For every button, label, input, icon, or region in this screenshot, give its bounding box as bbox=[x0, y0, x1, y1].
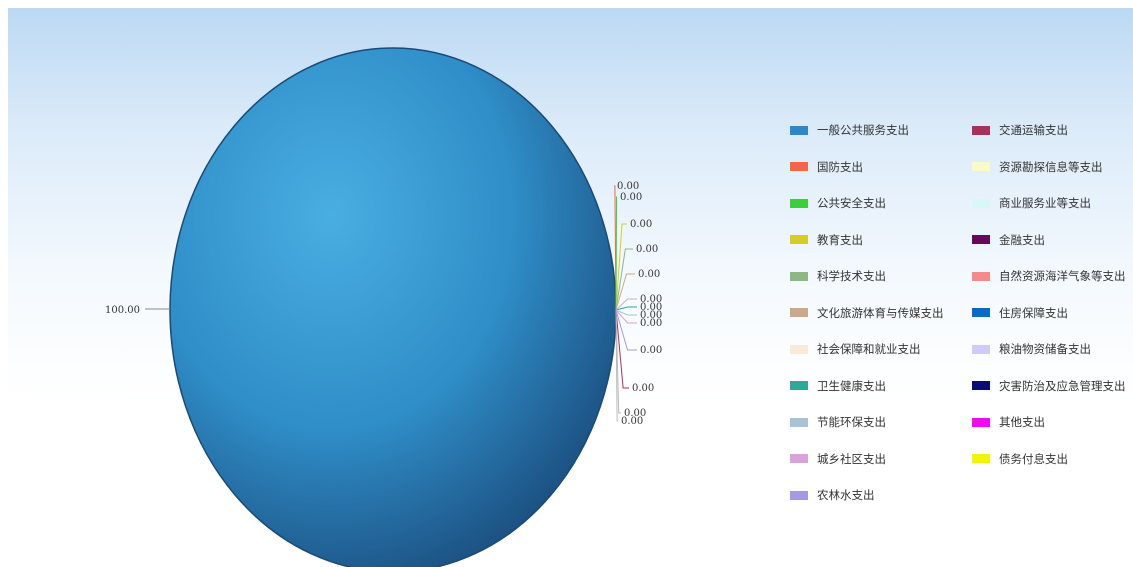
pie-slice-main[interactable] bbox=[169, 47, 617, 567]
data-label-4: 0.00 bbox=[638, 269, 660, 280]
leader-line-4 bbox=[615, 248, 633, 311]
legend-item-10[interactable]: 农林水支出 bbox=[780, 477, 962, 514]
data-label-3: 0.00 bbox=[636, 244, 658, 255]
legend-item-19[interactable]: 其他支出 bbox=[962, 404, 1133, 441]
legend-label-9: 城乡社区支出 bbox=[817, 451, 886, 466]
legend-item-3[interactable]: 教育支出 bbox=[780, 222, 962, 259]
legend-label-11: 交通运输支出 bbox=[999, 123, 1068, 138]
legend-item-1[interactable]: 国防支出 bbox=[780, 149, 962, 186]
leader-line-2 bbox=[615, 196, 618, 311]
leader-line-3 bbox=[615, 223, 627, 311]
legend-label-2: 公共安全支出 bbox=[817, 196, 886, 211]
legend-swatch-6 bbox=[790, 344, 808, 354]
data-label-5: 0.00 bbox=[640, 294, 662, 305]
legend-item-9[interactable]: 城乡社区支出 bbox=[780, 441, 962, 478]
legend-swatch-20 bbox=[972, 454, 990, 464]
legend-swatch-2 bbox=[790, 198, 808, 208]
legend-label-3: 教育支出 bbox=[817, 232, 863, 247]
legend-label-0: 一般公共服务支出 bbox=[817, 123, 909, 138]
legend-swatch-17 bbox=[972, 344, 990, 354]
legend-swatch-7 bbox=[790, 381, 808, 391]
legend-item-7[interactable]: 卫生健康支出 bbox=[780, 368, 962, 405]
data-label-11: 0.00 bbox=[624, 408, 646, 419]
legend-label-19: 其他支出 bbox=[999, 415, 1045, 430]
data-label-main: 100.00 bbox=[105, 305, 140, 316]
legend-label-8: 节能环保支出 bbox=[817, 415, 886, 430]
small-labels: 0.00 0.00 0.00 0.00 0.00 0.00 0.00 0.00 … bbox=[617, 181, 662, 427]
legend-label-1: 国防支出 bbox=[817, 159, 863, 174]
leader-line-12 bbox=[615, 309, 621, 414]
pie-chart: 100.00 0.00 0.00 0.00 0.00 0.00 0.00 0.0… bbox=[105, 47, 662, 567]
legend-swatch-0 bbox=[790, 125, 808, 135]
legend-swatch-9 bbox=[790, 454, 808, 464]
legend-swatch-10 bbox=[790, 490, 808, 500]
legend-item-15[interactable]: 自然资源海洋气象等支出 bbox=[962, 258, 1133, 295]
data-label-7: 0.00 bbox=[640, 310, 662, 321]
data-label-6: 0.00 bbox=[640, 302, 662, 313]
legend-item-13[interactable]: 商业服务业等支出 bbox=[962, 185, 1133, 222]
leader-line-7 bbox=[615, 306, 637, 311]
legend-item-12[interactable]: 资源勘探信息等支出 bbox=[962, 149, 1133, 186]
data-label-12: 0.00 bbox=[621, 416, 643, 427]
legend-swatch-3 bbox=[790, 235, 808, 245]
legend-label-5: 文化旅游体育与传媒支出 bbox=[817, 305, 944, 320]
leader-line-10 bbox=[615, 309, 637, 351]
legend-swatch-15 bbox=[972, 271, 990, 281]
legend-item-11[interactable]: 交通运输支出 bbox=[962, 112, 1133, 149]
legend-item-2[interactable]: 公共安全支出 bbox=[780, 185, 962, 222]
legend-swatch-13 bbox=[972, 198, 990, 208]
legend-label-16: 住房保障支出 bbox=[999, 305, 1068, 320]
legend-swatch-8 bbox=[790, 417, 808, 427]
legend-label-4: 科学技术支出 bbox=[817, 269, 886, 284]
legend-item-17[interactable]: 粮油物资储备支出 bbox=[962, 331, 1133, 368]
leader-line-9 bbox=[615, 309, 637, 324]
legend-item-0[interactable]: 一般公共服务支出 bbox=[780, 112, 962, 149]
legend-swatch-14 bbox=[972, 235, 990, 245]
legend-swatch-18 bbox=[972, 381, 990, 391]
leader-line-11 bbox=[615, 309, 629, 389]
leader-line-1 bbox=[614, 185, 617, 311]
legend-swatch-19 bbox=[972, 417, 990, 427]
legend-label-10: 农林水支出 bbox=[817, 488, 875, 503]
legend-label-7: 卫生健康支出 bbox=[817, 378, 886, 393]
legend-item-4[interactable]: 科学技术支出 bbox=[780, 258, 962, 295]
legend-item-8[interactable]: 节能环保支出 bbox=[780, 404, 962, 441]
legend-item-5[interactable]: 文化旅游体育与传媒支出 bbox=[780, 295, 962, 332]
leader-line-5 bbox=[615, 273, 635, 311]
legend-label-15: 自然资源海洋气象等支出 bbox=[999, 269, 1126, 284]
legend-label-17: 粮油物资储备支出 bbox=[999, 342, 1091, 357]
legend-swatch-12 bbox=[972, 162, 990, 172]
legend-swatch-1 bbox=[790, 162, 808, 172]
leader-lines bbox=[614, 185, 637, 422]
legend-label-12: 资源勘探信息等支出 bbox=[999, 159, 1103, 174]
data-label-1: 0.00 bbox=[620, 192, 642, 203]
chart-panel: 100.00 0.00 0.00 0.00 0.00 0.00 0.00 0.0… bbox=[8, 8, 1133, 567]
legend-swatch-16 bbox=[972, 308, 990, 318]
legend-item-6[interactable]: 社会保障和就业支出 bbox=[780, 331, 962, 368]
data-label-2: 0.00 bbox=[630, 219, 652, 230]
legend-label-13: 商业服务业等支出 bbox=[999, 196, 1091, 211]
legend-label-20: 债务付息支出 bbox=[999, 451, 1068, 466]
chart-legend: 一般公共服务支出 国防支出公共安全支出 教育支出科学技术支出文化旅游体育与传媒支出社… bbox=[780, 112, 1133, 514]
data-label-10: 0.00 bbox=[632, 383, 654, 394]
legend-item-18[interactable]: 灾害防治及应急管理支出 bbox=[962, 368, 1133, 405]
legend-swatch-11 bbox=[972, 125, 990, 135]
data-label-9: 0.00 bbox=[640, 345, 662, 356]
legend-swatch-5 bbox=[790, 308, 808, 318]
legend-item-20[interactable]: 债务付息支出 bbox=[962, 441, 1133, 478]
leader-line-6 bbox=[615, 298, 637, 311]
legend-item-16[interactable]: 住房保障支出 bbox=[962, 295, 1133, 332]
leader-line-13 bbox=[615, 309, 618, 422]
legend-item-14[interactable]: 金融支出 bbox=[962, 222, 1133, 259]
legend-label-18: 灾害防治及应急管理支出 bbox=[999, 378, 1126, 393]
leader-line-8 bbox=[615, 309, 637, 316]
data-label-0: 0.00 bbox=[617, 181, 639, 192]
legend-label-14: 金融支出 bbox=[999, 232, 1045, 247]
data-label-8: 0.00 bbox=[640, 318, 662, 329]
legend-label-6: 社会保障和就业支出 bbox=[817, 342, 921, 357]
legend-swatch-4 bbox=[790, 271, 808, 281]
